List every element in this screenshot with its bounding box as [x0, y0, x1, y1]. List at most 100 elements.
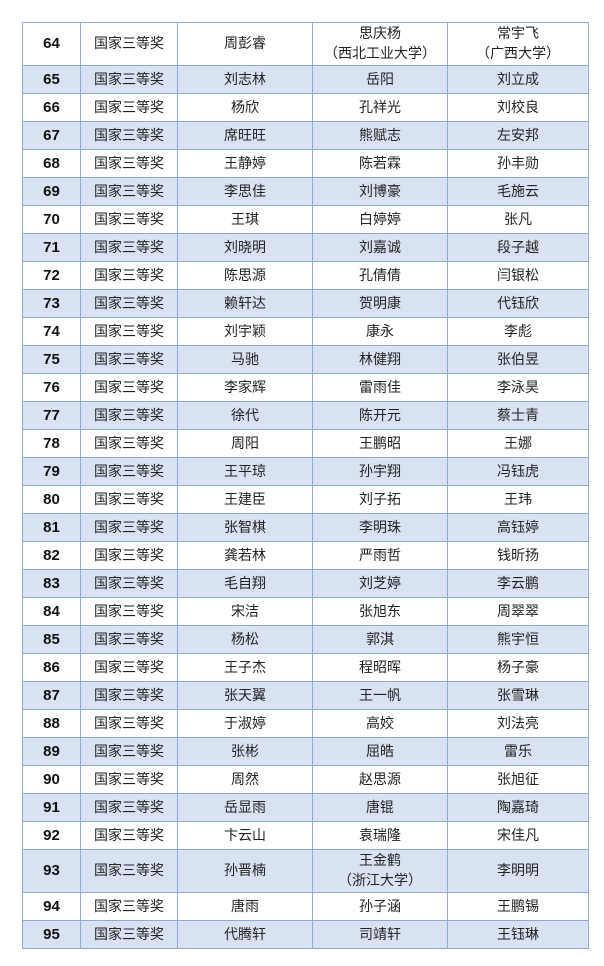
member-2-cell: 岳阳 [312, 65, 448, 94]
rank-cell: 79 [22, 457, 81, 486]
member-2-cell: 林健翔 [312, 345, 448, 374]
award-cell: 国家三等奖 [80, 345, 178, 374]
member-3-cell: 毛施云 [447, 177, 589, 206]
member-2-cell: 刘芝婷 [312, 569, 448, 598]
member-1-cell: 周然 [177, 765, 313, 794]
table-row: 74 国家三等奖 刘宇颖 康永 李彪 [22, 317, 589, 346]
member-2-cell: 李明珠 [312, 513, 448, 542]
table-row: 83 国家三等奖 毛自翔 刘芝婷 李云鹏 [22, 569, 589, 598]
member-1-cell: 张彬 [177, 737, 313, 766]
member-3-cell: 刘法亮 [447, 709, 589, 738]
table-row: 81 国家三等奖 张智棋 李明珠 高钰婷 [22, 513, 589, 542]
award-cell: 国家三等奖 [80, 569, 178, 598]
award-cell: 国家三等奖 [80, 317, 178, 346]
member-3-cell: 张凡 [447, 205, 589, 234]
table-row: 77 国家三等奖 徐代 陈开元 蔡士青 [22, 401, 589, 430]
member-2-cell: 思庆杨 （西北工业大学） [312, 22, 448, 66]
table-row: 93 国家三等奖 孙晋楠 王金鹤 （浙江大学） 李明明 [22, 849, 589, 893]
table-row: 86 国家三等奖 王子杰 程昭晖 杨子豪 [22, 653, 589, 682]
award-cell: 国家三等奖 [80, 793, 178, 822]
table-row: 89 国家三等奖 张彬 屈皓 雷乐 [22, 737, 589, 766]
award-cell: 国家三等奖 [80, 121, 178, 150]
member-1-cell: 席旺旺 [177, 121, 313, 150]
table-row: 73 国家三等奖 赖轩达 贺明康 代钰欣 [22, 289, 589, 318]
member-2-cell: 孔倩倩 [312, 261, 448, 290]
member-1-cell: 马驰 [177, 345, 313, 374]
member-1-cell: 杨松 [177, 625, 313, 654]
table-row: 88 国家三等奖 于淑婷 高姣 刘法亮 [22, 709, 589, 738]
member-1-cell: 张智棋 [177, 513, 313, 542]
member-3-cell: 刘校良 [447, 93, 589, 122]
member-1-cell: 刘宇颖 [177, 317, 313, 346]
rank-cell: 64 [22, 22, 81, 66]
member-2-cell: 贺明康 [312, 289, 448, 318]
rank-cell: 65 [22, 65, 81, 94]
member-2-cell: 康永 [312, 317, 448, 346]
award-cell: 国家三等奖 [80, 892, 178, 921]
award-cell: 国家三等奖 [80, 429, 178, 458]
member-3-cell: 杨子豪 [447, 653, 589, 682]
member-3-cell: 李云鹏 [447, 569, 589, 598]
award-cell: 国家三等奖 [80, 920, 178, 949]
member-1-cell: 卞云山 [177, 821, 313, 850]
member-3-cell: 冯钰虎 [447, 457, 589, 486]
member-2-cell: 高姣 [312, 709, 448, 738]
award-cell: 国家三等奖 [80, 177, 178, 206]
member-2-cell: 陈若霖 [312, 149, 448, 178]
member-1-cell: 毛自翔 [177, 569, 313, 598]
rank-cell: 86 [22, 653, 81, 682]
member-3-cell: 周翠翠 [447, 597, 589, 626]
table-row: 75 国家三等奖 马驰 林健翔 张伯昱 [22, 345, 589, 374]
rank-cell: 80 [22, 485, 81, 514]
table-row: 79 国家三等奖 王平琼 孙宇翔 冯钰虎 [22, 457, 589, 486]
member-1-cell: 周彭睿 [177, 22, 313, 66]
rank-cell: 66 [22, 93, 81, 122]
award-cell: 国家三等奖 [80, 737, 178, 766]
award-cell: 国家三等奖 [80, 597, 178, 626]
member-3-cell: 李明明 [447, 849, 589, 893]
table-row: 95 国家三等奖 代腾轩 司靖轩 王钰琳 [22, 920, 589, 949]
table-row: 85 国家三等奖 杨松 郭淇 熊宇恒 [22, 625, 589, 654]
member-3-cell: 左安邦 [447, 121, 589, 150]
award-cell: 国家三等奖 [80, 681, 178, 710]
member-2-cell: 孔祥光 [312, 93, 448, 122]
member-1-cell: 岳显雨 [177, 793, 313, 822]
rank-cell: 90 [22, 765, 81, 794]
member-1-cell: 徐代 [177, 401, 313, 430]
member-1-cell: 唐雨 [177, 892, 313, 921]
rank-cell: 67 [22, 121, 81, 150]
member-3-cell: 李彪 [447, 317, 589, 346]
member-1-cell: 王平琼 [177, 457, 313, 486]
member-3-cell: 段子越 [447, 233, 589, 262]
table-row: 69 国家三等奖 李思佳 刘博豪 毛施云 [22, 177, 589, 206]
member-3-cell: 宋佳凡 [447, 821, 589, 850]
table-row: 65 国家三等奖 刘志林 岳阳 刘立成 [22, 65, 589, 94]
rank-cell: 68 [22, 149, 81, 178]
award-cell: 国家三等奖 [80, 625, 178, 654]
rank-cell: 82 [22, 541, 81, 570]
rank-cell: 85 [22, 625, 81, 654]
award-cell: 国家三等奖 [80, 22, 178, 66]
rank-cell: 72 [22, 261, 81, 290]
member-3-cell: 雷乐 [447, 737, 589, 766]
award-cell: 国家三等奖 [80, 709, 178, 738]
rank-cell: 93 [22, 849, 81, 893]
table-row: 68 国家三等奖 王静婷 陈若霖 孙丰勋 [22, 149, 589, 178]
member-1-cell: 王琪 [177, 205, 313, 234]
member-1-cell: 赖轩达 [177, 289, 313, 318]
award-cell: 国家三等奖 [80, 457, 178, 486]
member-2-cell: 刘嘉诚 [312, 233, 448, 262]
member-2-cell: 王一帆 [312, 681, 448, 710]
table-row: 80 国家三等奖 王建臣 刘子拓 王玮 [22, 485, 589, 514]
member-2-cell: 张旭东 [312, 597, 448, 626]
rank-cell: 73 [22, 289, 81, 318]
award-cell: 国家三等奖 [80, 513, 178, 542]
award-cell: 国家三等奖 [80, 149, 178, 178]
member-3-cell: 张雪琳 [447, 681, 589, 710]
member-2-cell: 王金鹤 （浙江大学） [312, 849, 448, 893]
member-1-cell: 刘晓明 [177, 233, 313, 262]
member-2-cell: 刘博豪 [312, 177, 448, 206]
member-3-cell: 蔡士青 [447, 401, 589, 430]
member-3-cell: 钱昕扬 [447, 541, 589, 570]
table-row: 78 国家三等奖 周阳 王鹏昭 王娜 [22, 429, 589, 458]
